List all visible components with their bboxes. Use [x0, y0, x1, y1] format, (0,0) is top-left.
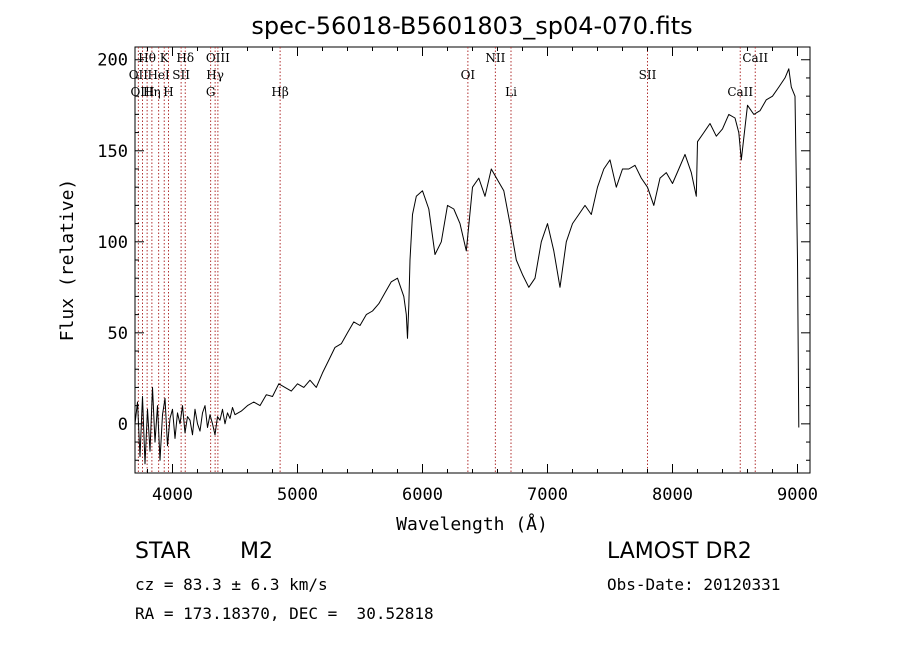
y-tick-label-1: 50: [108, 324, 128, 344]
line-label-18: CaII: [727, 85, 753, 99]
line-label-10: Hγ: [206, 68, 224, 82]
y-axis: 0 50 100 150 200: [97, 51, 810, 461]
plot-frame: [134, 46, 811, 474]
survey-name: LAMOST DR2: [607, 539, 752, 564]
line-label-13: OI: [461, 68, 476, 82]
x-tick-label-2: 6000: [402, 485, 443, 505]
observation-date: Obs-Date: 20120331: [607, 575, 781, 594]
line-label-6: SII: [172, 68, 190, 82]
x-axis-label: Wavelength (Å): [396, 513, 548, 535]
line-label-11: G: [206, 85, 216, 99]
line-label-14: NII: [485, 51, 505, 65]
y-tick-label-2: 100: [97, 233, 128, 253]
redshift-velocity: cz = 83.3 ± 6.3 km/s: [135, 575, 328, 594]
y-tick-label-4: 200: [97, 51, 128, 71]
line-label-8: Hδ: [176, 51, 194, 65]
line-label-1: OII: [129, 68, 149, 82]
line-label-3: HeI: [147, 68, 170, 82]
x-axis: 4000 5000 6000 7000 8000 9000: [147, 47, 818, 505]
spectrum-line-0: [134, 68, 800, 465]
x-tick-label-3: 7000: [527, 485, 568, 505]
line-label-5: K: [160, 51, 170, 65]
x-tick-label-1: 5000: [277, 485, 318, 505]
line-label-12: Hβ: [271, 85, 288, 99]
line-label-17: CaII: [742, 51, 768, 65]
line-label-9: OIII: [206, 51, 230, 65]
line-label-0: Hθ: [138, 51, 156, 65]
line-label-4: Hη: [143, 85, 161, 99]
object-class: STAR: [135, 539, 192, 564]
object-subclass: M2: [240, 539, 273, 564]
line-label-16: SII: [639, 68, 657, 82]
line-label-15: Li: [505, 85, 517, 99]
spectrum-series: [134, 68, 800, 465]
x-tick-label-4: 8000: [652, 485, 693, 505]
line-label-7: H: [163, 85, 173, 99]
y-tick-label-3: 150: [97, 142, 128, 162]
y-axis-label: Flux (relative): [57, 179, 78, 342]
x-tick-label-0: 4000: [152, 485, 193, 505]
line-label-2: OIII: [130, 85, 154, 99]
chart-title: spec-56018-B5601803_sp04-070.fits: [251, 12, 692, 40]
coordinates: RA = 173.18370, DEC = 30.52818: [135, 604, 434, 623]
y-tick-label-0: 0: [118, 415, 128, 435]
x-tick-label-5: 9000: [777, 485, 818, 505]
